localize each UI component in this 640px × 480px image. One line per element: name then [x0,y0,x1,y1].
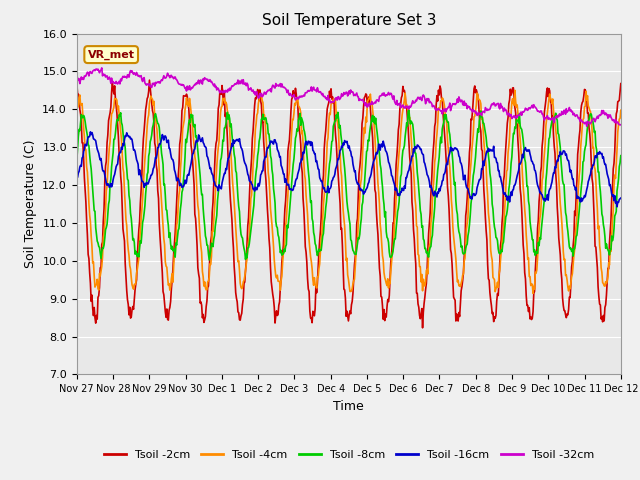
Tsoil -4cm [529,290,537,296]
Tsoil -4cm [617,108,625,113]
Tsoil -16cm [416,144,424,150]
Tsoil -32cm [617,122,625,128]
Tsoil -32cm [140,75,147,81]
Text: VR_met: VR_met [88,49,134,60]
Tsoil -32cm [195,77,202,83]
Tsoil -32cm [416,96,424,102]
Tsoil -16cm [431,190,439,195]
Tsoil -32cm [98,65,106,71]
Tsoil -8cm [405,108,413,113]
Tsoil -2cm [416,312,424,318]
Tsoil -16cm [195,132,202,138]
Tsoil -16cm [613,204,621,210]
Line: Tsoil -4cm: Tsoil -4cm [77,90,621,293]
Tsoil -8cm [139,220,147,226]
Tsoil -2cm [195,271,202,277]
Tsoil -8cm [205,257,213,263]
Tsoil -4cm [415,252,422,258]
Tsoil -2cm [617,81,625,86]
Tsoil -2cm [139,150,147,156]
Tsoil -2cm [433,102,440,108]
Tsoil -2cm [145,77,153,83]
Tsoil -16cm [86,129,94,135]
Tsoil -8cm [73,157,81,163]
Tsoil -32cm [73,72,81,78]
Tsoil -2cm [223,134,231,140]
Tsoil -8cm [83,129,90,134]
Tsoil -32cm [583,123,591,129]
Line: Tsoil -2cm: Tsoil -2cm [77,80,621,328]
Tsoil -4cm [194,203,202,208]
Tsoil -8cm [433,186,440,192]
Tsoil -8cm [223,109,231,115]
Tsoil -2cm [73,80,81,85]
Legend: Tsoil -2cm, Tsoil -4cm, Tsoil -8cm, Tsoil -16cm, Tsoil -32cm: Tsoil -2cm, Tsoil -4cm, Tsoil -8cm, Tsoi… [99,445,598,464]
Tsoil -2cm [83,217,90,223]
Tsoil -16cm [617,195,625,201]
Title: Soil Temperature Set 3: Soil Temperature Set 3 [262,13,436,28]
Line: Tsoil -16cm: Tsoil -16cm [77,132,621,207]
Tsoil -4cm [511,87,518,93]
Tsoil -4cm [223,101,230,107]
Tsoil -32cm [223,89,231,95]
Tsoil -16cm [83,143,90,149]
Tsoil -16cm [73,174,81,180]
Tsoil -32cm [83,71,90,77]
Tsoil -8cm [417,207,424,213]
Line: Tsoil -32cm: Tsoil -32cm [77,68,621,126]
Tsoil -4cm [73,111,81,117]
X-axis label: Time: Time [333,400,364,413]
Tsoil -2cm [419,325,426,331]
Tsoil -32cm [431,107,439,112]
Tsoil -4cm [139,196,147,202]
Tsoil -16cm [223,160,231,166]
Tsoil -8cm [194,148,202,154]
Y-axis label: Soil Temperature (C): Soil Temperature (C) [24,140,36,268]
Tsoil -4cm [83,164,90,170]
Tsoil -16cm [140,180,147,185]
Line: Tsoil -8cm: Tsoil -8cm [77,110,621,260]
Tsoil -8cm [617,153,625,158]
Tsoil -4cm [431,159,438,165]
